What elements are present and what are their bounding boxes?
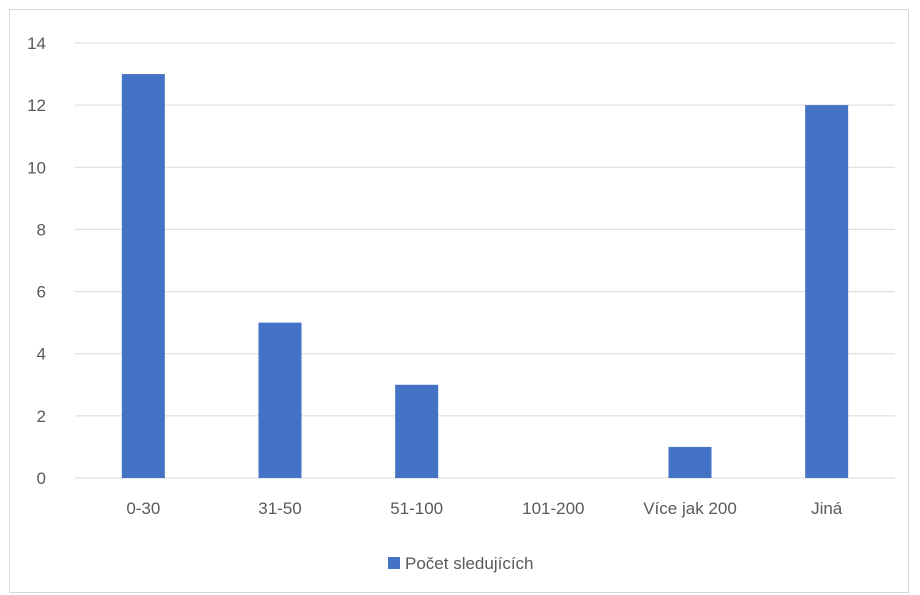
x-tick-label: 31-50 <box>258 499 301 518</box>
bars <box>121 74 849 479</box>
x-tick-label: 0-30 <box>126 499 160 518</box>
y-tick-label: 0 <box>37 469 46 488</box>
y-tick-label: 10 <box>27 158 46 177</box>
x-tick-label: Více jak 200 <box>643 499 737 518</box>
legend: Počet sledujících <box>388 554 534 573</box>
x-tick-label: Jiná <box>811 499 843 518</box>
legend-swatch <box>388 557 400 569</box>
y-tick-label: 14 <box>27 34 46 53</box>
legend-label: Počet sledujících <box>405 554 534 573</box>
gridlines <box>75 42 895 479</box>
bar <box>258 322 302 478</box>
y-tick-label: 4 <box>37 345 46 364</box>
bar <box>668 446 712 478</box>
y-tick-label: 8 <box>37 220 46 239</box>
x-axis-ticks: 0-30 31-50 51-100 101-200 Více jak 200 Jiná <box>126 499 842 518</box>
x-tick-label: 51-100 <box>390 499 443 518</box>
x-tick-label: 101-200 <box>522 499 584 518</box>
bar <box>805 105 849 479</box>
y-tick-label: 2 <box>37 407 46 426</box>
bar <box>395 384 439 478</box>
y-tick-label: 12 <box>27 96 46 115</box>
bar <box>121 74 165 479</box>
y-axis-ticks: 0 2 4 6 8 10 12 14 <box>27 34 46 488</box>
y-tick-label: 6 <box>37 283 46 302</box>
